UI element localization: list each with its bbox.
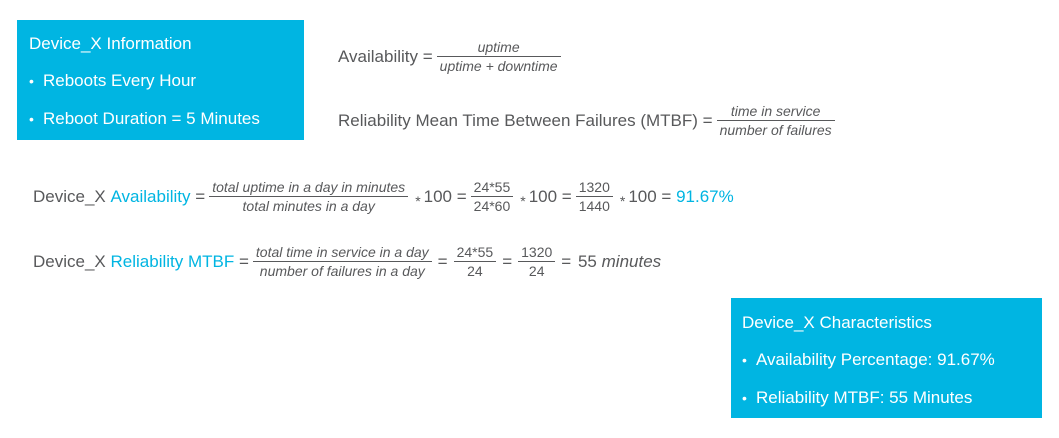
times-100: 100 = xyxy=(528,186,572,206)
fraction-bar xyxy=(470,196,514,197)
fraction-numerator: 24*55 xyxy=(456,244,494,260)
bullet-icon: • xyxy=(742,390,747,406)
times-100: 100 = xyxy=(423,186,467,206)
fraction-denominator: 24*60 xyxy=(473,198,511,214)
fraction-numerator: 1320 xyxy=(578,179,610,195)
bullet-icon: • xyxy=(29,73,34,89)
calc-fraction-3: 1320 24 xyxy=(518,243,556,280)
multiply-sign: * xyxy=(619,192,626,209)
bullet-icon: • xyxy=(29,111,34,127)
times-100: 100 = xyxy=(628,186,672,206)
fraction-denominator: 1440 xyxy=(578,198,610,214)
availability-def-label: Availability = xyxy=(338,46,433,66)
device-characteristics-box: Device_X Characteristics • Availability … xyxy=(731,298,1042,418)
fraction-denominator: 24 xyxy=(467,263,483,279)
calc-fraction-1: total time in service in a day number of… xyxy=(252,243,432,280)
characteristics-bullet-text: Reliability MTBF: 55 Minutes xyxy=(756,388,973,407)
info-bullet-text: Reboot Duration = 5 Minutes xyxy=(43,109,260,128)
fraction-numerator: 1320 xyxy=(521,244,553,260)
fraction-bar xyxy=(716,120,835,121)
info-bullet-duration: • Reboot Duration = 5 Minutes xyxy=(29,109,260,129)
fraction-denominator: number of failures in a day xyxy=(259,263,425,279)
reliability-def-fraction: time in service number of failures xyxy=(716,102,835,139)
fraction-bar xyxy=(209,196,409,197)
multiply-sign: * xyxy=(520,192,526,209)
equals-sign: = xyxy=(561,251,572,271)
calc-term: Availability xyxy=(110,186,191,206)
mtbf-result-value: 55 xyxy=(577,251,597,271)
fraction-numerator: total uptime in a day in minutes xyxy=(212,179,406,195)
characteristics-bullet-mtbf: • Reliability MTBF: 55 Minutes xyxy=(742,388,972,408)
calc-prefix: Device_X xyxy=(33,251,106,271)
fraction-numerator: total time in service in a day xyxy=(255,244,429,260)
equals-sign: = xyxy=(502,251,513,271)
fraction-bar xyxy=(575,196,613,197)
fraction-bar xyxy=(518,261,556,262)
device-info-box: Device_X Information • Reboots Every Hou… xyxy=(17,20,304,140)
reliability-definition: Reliability Mean Time Between Failures (… xyxy=(338,102,839,139)
fraction-numerator: time in service xyxy=(730,103,821,119)
fraction-numerator: 24*55 xyxy=(473,179,511,195)
fraction-denominator: 24 xyxy=(528,263,545,279)
calc-prefix: Device_X xyxy=(33,186,106,206)
availability-def-fraction: uptime uptime + downtime xyxy=(436,38,561,75)
characteristics-bullet-availability: • Availability Percentage: 91.67% xyxy=(742,350,995,370)
calc-fraction-2: 24*55 24 xyxy=(453,243,497,280)
availability-calculation: Device_X Availability = total uptime in … xyxy=(33,178,734,215)
fraction-bar xyxy=(436,56,561,57)
availability-definition: Availability = uptime uptime + downtime xyxy=(338,38,565,75)
availability-result: 91.67% xyxy=(676,186,734,206)
info-box-title: Device_X Information xyxy=(29,34,192,53)
fraction-numerator: uptime xyxy=(477,39,520,55)
characteristics-bullet-text: Availability Percentage: 91.67% xyxy=(756,350,995,369)
characteristics-box-title: Device_X Characteristics xyxy=(742,313,932,332)
calc-fraction-2: 24*55 24*60 xyxy=(470,178,514,215)
calc-term: Reliability MTBF xyxy=(110,251,235,271)
mtbf-result-unit: minutes xyxy=(601,251,662,271)
info-bullet-reboots: • Reboots Every Hour xyxy=(29,71,196,91)
equals-sign: = xyxy=(238,251,249,271)
fraction-bar xyxy=(252,261,432,262)
fraction-denominator: number of failures xyxy=(719,122,832,138)
equals-sign: = xyxy=(437,251,448,271)
reliability-calculation: Device_X Reliability MTBF = total time i… xyxy=(33,243,661,280)
info-bullet-text: Reboots Every Hour xyxy=(43,71,197,90)
multiply-sign: * xyxy=(415,192,421,209)
reliability-def-label: Reliability Mean Time Between Failures (… xyxy=(338,110,713,130)
equals-sign: = xyxy=(195,186,206,206)
fraction-denominator: total minutes in a day xyxy=(242,198,375,214)
calc-fraction-3: 1320 1440 xyxy=(575,178,613,215)
calc-fraction-1: total uptime in a day in minutes total m… xyxy=(209,178,409,215)
fraction-denominator: uptime + downtime xyxy=(439,58,558,74)
fraction-bar xyxy=(453,261,497,262)
bullet-icon: • xyxy=(742,352,747,368)
